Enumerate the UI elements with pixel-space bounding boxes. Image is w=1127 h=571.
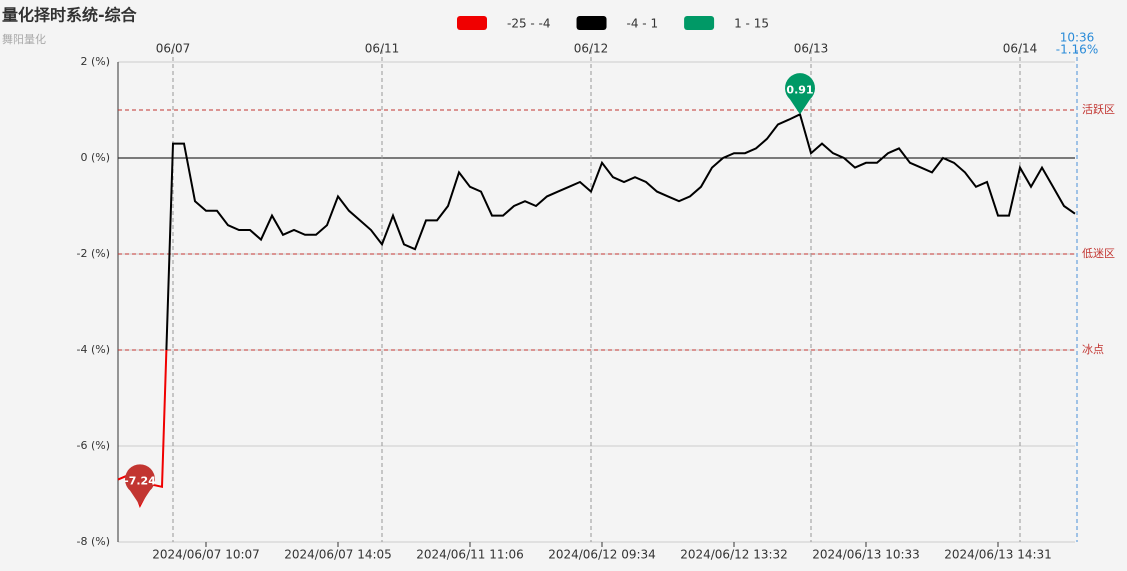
mark-line-label: 活跃区 [1082, 102, 1115, 116]
y-tick-label: -6 (%) [77, 439, 111, 452]
legend-swatch [576, 16, 607, 30]
line [117, 112, 1076, 508]
chart-title: 量化择时系统-综合 [2, 6, 138, 25]
day-label: 06/14 [1003, 42, 1038, 56]
x-tick-label: 2024/06/11 11:06 [416, 548, 524, 562]
mark-pin-label: 0.91 [786, 83, 813, 96]
day-label: 06/12 [574, 42, 609, 56]
mark-pin [785, 73, 815, 115]
day-label: 06/11 [365, 42, 400, 56]
day-label: 06/13 [794, 42, 829, 56]
x-tick-label: 2024/06/12 13:32 [680, 548, 788, 562]
legend-swatch [684, 16, 715, 30]
mark-pin [125, 464, 156, 506]
legend-swatch [457, 16, 487, 30]
day-label: 06/07 [156, 42, 191, 56]
chart-subtitle: 舞阳量化 [2, 32, 46, 46]
mark-pin-label: -7.24 [124, 475, 156, 488]
x-tick-label: 2024/06/07 10:07 [152, 548, 260, 562]
latest-value: -1.16% [1056, 43, 1098, 57]
y-tick-label: -8 (%) [77, 535, 111, 548]
x-tick-label: 2024/06/13 10:33 [812, 548, 920, 562]
legend-label: -25 - -4 [507, 17, 551, 31]
y-tick-label: -4 (%) [77, 343, 111, 356]
mark-line-label: 冰点 [1082, 343, 1104, 356]
y-tick-label: -2 (%) [77, 247, 111, 260]
y-tick-label: 2 (%) [80, 55, 110, 68]
legend-label: 1 - 15 [734, 17, 769, 31]
latest-time: 10:36 [1060, 31, 1095, 45]
x-tick-label: 2024/06/12 09:34 [548, 548, 656, 562]
mark-line-label: 低迷区 [1082, 247, 1115, 260]
legend-label: -4 - 1 [627, 17, 659, 31]
x-tick-label: 2024/06/13 14:31 [944, 548, 1052, 562]
y-tick-label: 0 (%) [80, 151, 110, 164]
x-tick-label: 2024/06/07 14:05 [284, 548, 392, 562]
